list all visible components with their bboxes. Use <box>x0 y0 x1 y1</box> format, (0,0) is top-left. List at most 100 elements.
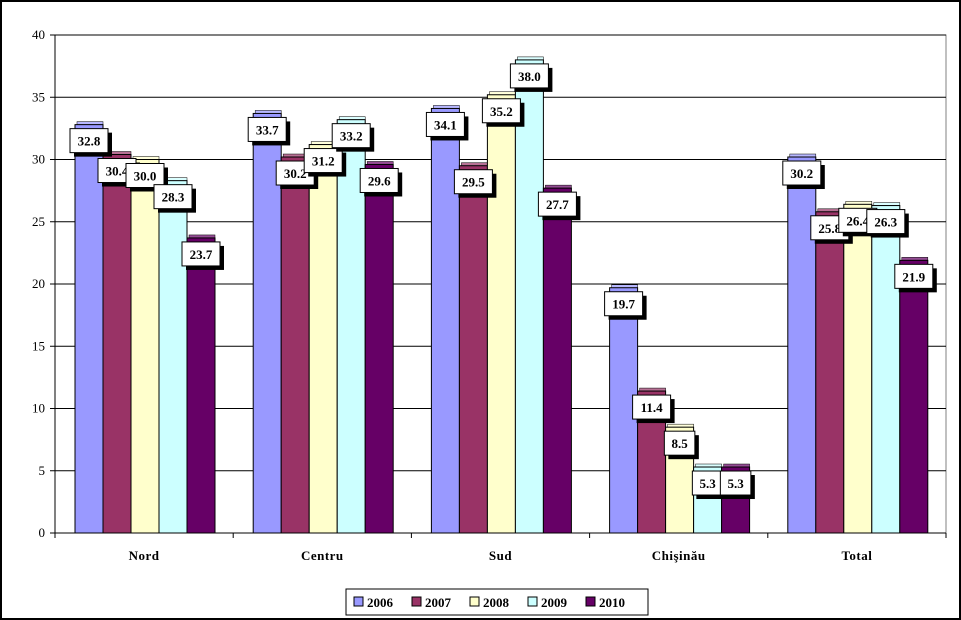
x-category-label: Total <box>841 548 872 563</box>
data-label-box <box>181 241 221 267</box>
legend-swatch <box>527 596 538 607</box>
data-label-box <box>247 116 287 142</box>
data-label: 19.7 <box>604 291 647 320</box>
bar-2008 <box>308 144 338 534</box>
data-label-text: 33.2 <box>340 129 363 144</box>
data-label-text: 11.4 <box>641 400 664 415</box>
data-label: 31.2 <box>303 148 347 177</box>
data-label-text: 30.2 <box>284 166 307 181</box>
data-label-box <box>153 184 193 210</box>
data-label: 29.6 <box>359 167 403 197</box>
bar-2007 <box>815 211 845 534</box>
data-label-text: 21.9 <box>902 269 925 284</box>
data-label-box <box>481 98 521 124</box>
data-label: 33.7 <box>247 116 291 146</box>
data-label-text: 30.0 <box>134 169 157 184</box>
x-category-label: Centru <box>301 548 344 563</box>
data-label-box <box>303 148 343 174</box>
data-label-text: 19.7 <box>612 297 635 312</box>
data-label: 8.5 <box>663 430 699 460</box>
axes: 0 5 10 15 20 25 30 35 40 Nord Centru Sud Chişinău Tot… <box>32 27 947 563</box>
data-label-box <box>604 291 644 317</box>
data-label-box <box>453 169 493 195</box>
data-label-text: 5.3 <box>699 476 716 491</box>
bar-2007 <box>280 156 310 534</box>
data-label-box <box>663 430 696 456</box>
bar-2008 <box>843 203 873 534</box>
bar-2009 <box>158 180 188 534</box>
data-label-box <box>782 160 822 186</box>
data-label-text: 35.2 <box>490 104 513 119</box>
data-label-box <box>537 191 577 217</box>
y-tick-label: 40 <box>32 27 45 42</box>
data-label-text: 32.8 <box>78 134 101 149</box>
bar-2007 <box>458 165 488 534</box>
data-label-text: 34.1 <box>434 117 457 132</box>
legend-item-2006: 2006 <box>353 595 394 610</box>
bar-2008 <box>486 94 516 534</box>
data-label-box <box>866 209 906 235</box>
data-labels: 32.8 30.4 30.0 28.3 23.7 33.7 30.2 31.2 33.2 29.6… <box>69 63 937 500</box>
y-tick-label: 30 <box>32 152 45 167</box>
data-label-box <box>425 111 465 137</box>
legend-label: 2008 <box>483 595 510 610</box>
bar-2009 <box>514 59 544 534</box>
data-label-text: 26.3 <box>874 215 897 230</box>
bar-2010 <box>364 163 394 534</box>
legend-item-2009: 2009 <box>527 595 568 610</box>
data-label-text: 29.6 <box>368 173 391 188</box>
data-label: 32.8 <box>69 128 112 157</box>
data-label: 34.1 <box>425 111 469 141</box>
y-tick-label: 25 <box>32 214 45 229</box>
bar-2006 <box>787 156 817 534</box>
y-tick-label: 10 <box>32 401 45 416</box>
data-label: 11.4 <box>632 394 675 424</box>
data-label-text: 38.0 <box>518 69 541 84</box>
data-label-box <box>632 394 672 420</box>
legend-item-2007: 2007 <box>411 595 452 610</box>
data-label-text: 30.2 <box>790 166 813 181</box>
data-label-text: 8.5 <box>671 436 688 451</box>
data-label-text: 33.7 <box>256 122 279 137</box>
legend-item-2010: 2010 <box>585 595 625 610</box>
legend-label: 2010 <box>599 595 625 610</box>
data-label-text: 29.5 <box>462 175 485 190</box>
data-label-text: 5.3 <box>727 476 744 491</box>
data-label: 33.2 <box>331 123 375 152</box>
legend-item-2008: 2008 <box>469 595 510 610</box>
bar-2008 <box>130 159 160 534</box>
y-tick-label: 20 <box>32 276 45 291</box>
bar-2007 <box>102 154 132 534</box>
data-label-text: 23.7 <box>190 247 213 262</box>
data-label-box <box>359 167 399 193</box>
x-category-label: Chişinău <box>652 548 706 563</box>
y-tick-label: 0 <box>39 525 46 540</box>
data-label: 27.7 <box>537 191 581 221</box>
data-label: 23.7 <box>181 241 224 270</box>
x-category-label: Sud <box>489 548 512 563</box>
data-label-text: 28.3 <box>162 190 185 205</box>
data-label-text: 25.8 <box>818 221 841 236</box>
legend-swatch <box>353 596 364 607</box>
legend-swatch <box>585 596 596 607</box>
bar-2006 <box>74 124 104 534</box>
bar-2009 <box>871 205 901 534</box>
legend: 2006 2007 2008 2009 2010 <box>345 588 649 616</box>
bar-2010 <box>542 187 572 534</box>
data-label: 38.0 <box>509 63 553 92</box>
legend-label: 2009 <box>541 595 568 610</box>
data-label-box <box>509 63 549 89</box>
data-label: 35.2 <box>481 98 525 127</box>
data-label: 30.2 <box>782 160 825 190</box>
data-label-text: 30.4 <box>106 164 129 179</box>
data-label-box <box>69 128 109 154</box>
y-tick-label: 15 <box>32 338 45 353</box>
y-tick-label: 5 <box>39 463 46 478</box>
bar-2010 <box>899 259 929 534</box>
legend-label: 2007 <box>425 595 452 610</box>
data-label-box <box>894 263 934 289</box>
legend-swatch <box>411 596 422 607</box>
legend-box <box>345 588 649 616</box>
